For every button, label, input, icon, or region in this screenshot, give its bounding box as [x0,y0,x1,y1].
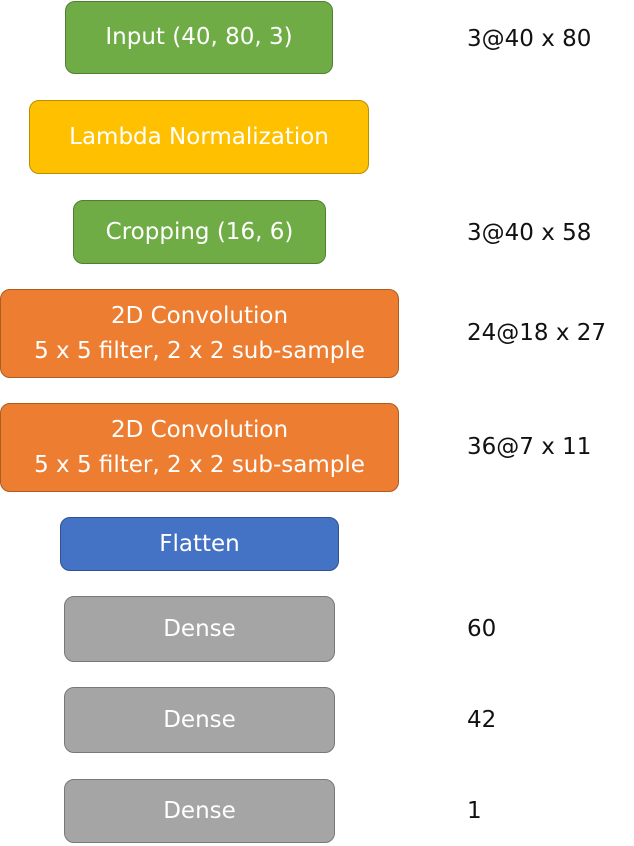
output-size-dense-2: 42 [467,707,497,733]
layer-label: Flatten [159,530,240,557]
layer-box-cropping: Cropping (16, 6) [73,200,326,264]
layer-box-conv2d-1: 2D Convolution 5 x 5 filter, 2 x 2 sub-s… [0,289,399,378]
layer-label: Lambda Normalization [69,123,329,150]
output-size-dense-3: 1 [467,798,482,824]
layer-box-input: Input (40, 80, 3) [65,1,333,74]
layer-label: Cropping (16, 6) [105,218,294,245]
layer-label-line-2: 5 x 5 filter, 2 x 2 sub-sample [34,337,365,364]
layer-box-flatten: Flatten [60,517,339,571]
layer-box-dense-1: Dense [64,596,335,662]
layer-label: Dense [163,615,236,642]
layer-label-line-1: 2D Convolution [110,302,289,329]
output-size-conv2d-2: 36@7 x 11 [467,434,592,460]
layer-label-line-1: 2D Convolution [110,416,289,443]
layer-label-line-2: 5 x 5 filter, 2 x 2 sub-sample [34,451,365,478]
layer-box-conv2d-2: 2D Convolution 5 x 5 filter, 2 x 2 sub-s… [0,403,399,492]
output-size-input: 3@40 x 80 [467,26,592,52]
layer-label: Dense [163,797,236,824]
output-size-conv2d-1: 24@18 x 27 [467,320,607,346]
layer-box-dense-2: Dense [64,687,335,753]
layer-box-lambda-normalization: Lambda Normalization [29,100,369,174]
output-size-cropping: 3@40 x 58 [467,220,592,246]
layer-label: Input (40, 80, 3) [105,24,293,50]
layer-box-dense-3: Dense [64,779,335,843]
output-size-dense-1: 60 [467,616,497,642]
layer-label: Dense [163,706,236,733]
